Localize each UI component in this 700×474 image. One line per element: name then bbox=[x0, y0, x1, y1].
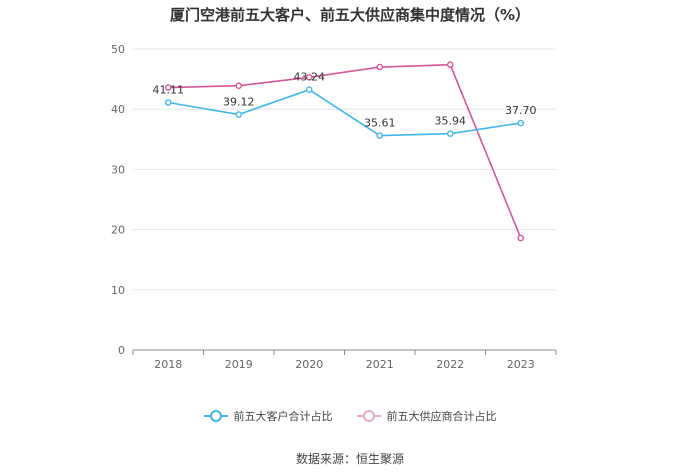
y-tick-label-50: 50 bbox=[111, 43, 125, 56]
data-point-customers-2021 bbox=[376, 132, 384, 139]
legend-swatch-suppliers bbox=[356, 410, 381, 422]
data-point-suppliers-2019 bbox=[235, 82, 243, 90]
y-tick-label-0: 0 bbox=[118, 344, 125, 357]
x-tick-label-2021: 2021 bbox=[366, 358, 394, 371]
y-tick-label-40: 40 bbox=[111, 103, 125, 116]
data-point-customers-2020 bbox=[305, 86, 313, 93]
data-point-customers-2023 bbox=[517, 119, 525, 127]
data-label-customers-2022: 35.94 bbox=[435, 115, 467, 128]
x-tick-label-2023: 2023 bbox=[507, 358, 535, 371]
y-tick-label-20: 20 bbox=[111, 224, 125, 237]
data-point-suppliers-2021 bbox=[376, 63, 384, 71]
data-point-suppliers-2020 bbox=[305, 73, 313, 81]
data-point-suppliers-2018 bbox=[164, 84, 172, 91]
data-label-customers-2021: 35.61 bbox=[364, 117, 396, 130]
legend-item-suppliers[interactable]: 前五大供应商合计占比 bbox=[356, 408, 497, 424]
x-tick-label-2020: 2020 bbox=[295, 358, 323, 371]
data-label-customers-2023: 37.70 bbox=[505, 104, 537, 117]
series-line-suppliers bbox=[168, 63, 522, 239]
y-tick-label-10: 10 bbox=[111, 284, 125, 297]
x-tick-label-2019: 2019 bbox=[225, 358, 253, 371]
legend-swatch-customers bbox=[203, 410, 228, 422]
data-label-customers-2020: 43.24 bbox=[294, 71, 326, 84]
data-label-customers-2018: 41.11 bbox=[153, 84, 185, 97]
x-tick-label-2018: 2018 bbox=[154, 358, 182, 371]
legend-label-customers: 前五大客户合计占比 bbox=[233, 410, 333, 423]
chart-title: 厦门空港前五大客户、前五大供应商集中度情况（%） bbox=[169, 6, 531, 24]
line-chart: 0 10 20 30 40 50 2018 2019 2020 2021 2022 2023 41.11… bbox=[111, 43, 557, 371]
legend-item-customers[interactable]: 前五大客户合计占比 bbox=[203, 408, 333, 424]
data-point-customers-2019 bbox=[235, 111, 243, 118]
x-tick-label-2022: 2022 bbox=[436, 358, 464, 371]
y-tick-label-30: 30 bbox=[111, 163, 125, 176]
source-note: 数据来源：恒生聚源 bbox=[295, 452, 404, 466]
legend-label-suppliers: 前五大供应商合计占比 bbox=[386, 410, 497, 423]
data-point-customers-2018 bbox=[164, 99, 172, 106]
data-point-suppliers-2023 bbox=[517, 234, 525, 242]
data-point-customers-2022 bbox=[446, 130, 454, 137]
series-line-customers bbox=[168, 88, 521, 137]
legend: 前五大客户合计占比 前五大供应商合计占比 bbox=[0, 408, 700, 424]
data-label-customers-2019: 39.12 bbox=[223, 95, 255, 108]
data-point-suppliers-2022 bbox=[446, 61, 454, 68]
